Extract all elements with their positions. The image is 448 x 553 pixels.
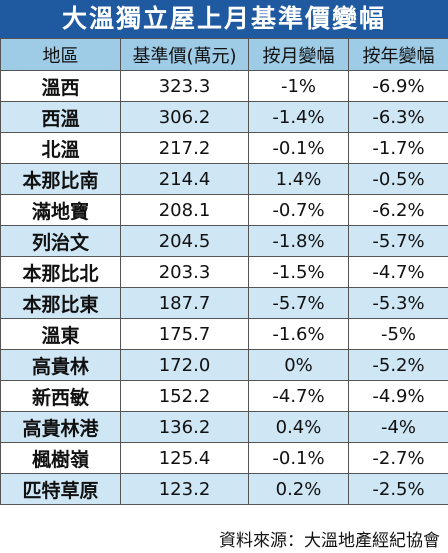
table-row: 匹特草原 123.2 0.2% -2.5% [0,473,448,505]
cell-price: 125.4 [120,442,249,474]
cell-price: 175.7 [120,318,249,350]
cell-mom: -1.6% [248,318,349,350]
table-row: 溫西 323.3 -1% -6.9% [0,70,448,102]
cell-yoy: -2.5% [348,473,448,505]
table-row: 本那比東 187.7 -5.7% -5.3% [0,287,448,319]
cell-mom: -0.1% [248,442,349,474]
cell-yoy: -5.3% [348,287,448,319]
cell-price: 323.3 [120,70,249,102]
cell-area: 西溫 [0,101,121,133]
table-body: 溫西 323.3 -1% -6.9% 西溫 306.2 -1.4% -6.3% 北溫 217.2-… [0,70,448,505]
cell-price: 136.2 [120,411,249,443]
cell-mom: -0.1% [248,132,349,164]
cell-yoy: -4% [348,411,448,443]
header-mom: 按月變幅 [248,38,349,71]
cell-mom: 0% [248,349,349,381]
cell-price: 172.0 [120,349,249,381]
cell-area: 滿地寶 [0,194,121,226]
cell-price: 306.2 [120,101,249,133]
cell-mom: 0.2% [248,473,349,505]
cell-mom: -4.7% [248,380,349,412]
cell-mom: 0.4% [248,411,349,443]
table-row: 滿地寶 208.1 -0.7% -6.2% [0,194,448,226]
cell-mom: -1.5% [248,256,349,288]
header-row: 地區 基準價(萬元) 按月變幅 按年變幅 [0,38,448,71]
cell-area: 本那比南 [0,163,121,195]
table-title: 大溫獨立屋上月基準價變幅 [0,0,448,38]
cell-price: 123.2 [120,473,249,505]
cell-area: 溫西 [0,70,121,102]
cell-area: 高貴林港 [0,411,121,443]
cell-mom: 1.4% [248,163,349,195]
cell-area: 本那比東 [0,287,121,319]
cell-area: 溫東 [0,318,121,350]
cell-area: 列治文 [0,225,121,257]
cell-price: 203.3 [120,256,249,288]
table-row: 新西敏 152.2 -4.7% -4.9% [0,380,448,412]
cell-yoy: -2.7% [348,442,448,474]
price-table: 地區 基準價(萬元) 按月變幅 按年變幅 溫西 323.3 -1% -6.9% 西溫 30… [0,38,448,505]
cell-yoy: -4.7% [348,256,448,288]
table-row: 列治文 204.5 -1.8% -5.7% [0,225,448,257]
cell-yoy: -6.2% [348,194,448,226]
cell-yoy: -4.9% [348,380,448,412]
table-row: 高貴林港 136.2 0.4% -4% [0,411,448,443]
header-area: 地區 [0,38,121,71]
table-row: 北溫 217.2 -0.1% -1.7% [0,132,448,164]
cell-area: 匹特草原 [0,473,121,505]
cell-yoy: -6.3% [348,101,448,133]
cell-yoy: -5.2% [348,349,448,381]
table-row: 楓樹嶺 125.4 -0.1% -2.7% [0,442,448,474]
cell-mom: -5.7% [248,287,349,319]
cell-price: 187.7 [120,287,249,319]
cell-area: 高貴林 [0,349,121,381]
cell-price: 208.1 [120,194,249,226]
cell-yoy: -5.7% [348,225,448,257]
table-row: 高貴林 172.0 0% -5.2% [0,349,448,381]
cell-area: 新西敏 [0,380,121,412]
cell-area: 北溫 [0,132,121,164]
cell-mom: -0.7% [248,194,349,226]
cell-area: 本那比北 [0,256,121,288]
cell-area: 楓樹嶺 [0,442,121,474]
cell-mom: -1.8% [248,225,349,257]
cell-price: 217.2 [120,132,249,164]
cell-price: 214.4 [120,163,249,195]
header-price: 基準價(萬元) [120,38,249,71]
table-row: 本那比北 203.3 -1.5% -4.7% [0,256,448,288]
cell-yoy: -0.5% [348,163,448,195]
table-row: 西溫 306.2 -1.4% -6.3% [0,101,448,133]
cell-mom: -1% [248,70,349,102]
header-yoy: 按年變幅 [348,38,448,71]
source-note: 資料來源：大溫地產經紀協會 [219,531,440,551]
cell-mom: -1.4% [248,101,349,133]
cell-price: 152.2 [120,380,249,412]
cell-yoy: -6.9% [348,70,448,102]
table-row: 本那比南 214.4 1.4% -0.5% [0,163,448,195]
cell-price: 204.5 [120,225,249,257]
table-row: 溫東 175.7 -1.6% -5% [0,318,448,350]
cell-yoy: -1.7% [348,132,448,164]
cell-yoy: -5% [348,318,448,350]
